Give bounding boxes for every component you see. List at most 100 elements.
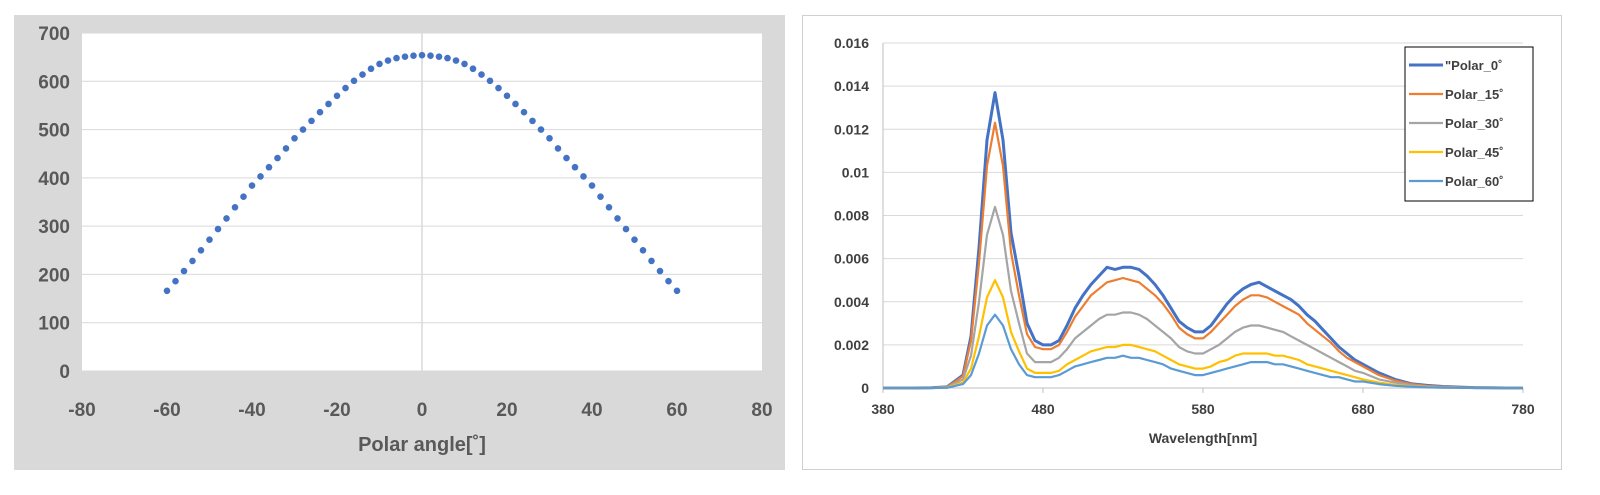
polar-angle-chart: 0 100 200 300 400 500 600 700 -80 -60 -40 -20 0 20 40 6… [14,15,785,470]
x-tick-label: 80 [751,400,772,421]
data-point [231,204,239,211]
data-point [631,236,638,243]
x-tick-label: 20 [496,400,517,421]
data-point [418,51,426,59]
data-point [274,154,281,162]
x-tick-label: -60 [153,400,180,421]
data-point [172,277,179,285]
data-point [282,145,290,152]
data-point [444,54,451,62]
series-line-0 [883,91,1523,390]
y-tick-label: 0.006 [834,251,869,267]
data-point [554,145,562,152]
x-tick-label: 480 [1031,401,1055,417]
data-point [163,287,171,295]
legend-label: Polar_30˚ [1445,116,1504,131]
data-point [648,257,655,265]
y-tick-label: 0.016 [834,35,869,51]
series-line-4 [883,313,1523,390]
data-point [665,277,672,285]
x-tick-label: -40 [238,400,265,421]
data-point [537,126,545,133]
data-point [342,84,349,92]
legend-label: Polar_15˚ [1445,87,1504,102]
data-point [240,193,247,200]
data-point [257,173,264,180]
x-tick-label: 60 [666,400,687,421]
data-point [376,60,383,68]
y-tick-label: 300 [38,217,70,238]
legend-label: Polar_60˚ [1445,174,1504,189]
x-tick-label: 580 [1191,401,1215,417]
y-tick-label: 0 [59,362,70,383]
series-line-1 [883,121,1523,390]
data-point [265,163,273,171]
y-tick-label: 200 [38,265,70,286]
data-point [469,65,477,73]
y-tick-label: 0.01 [842,164,869,180]
legend-label: "Polar_0˚ [1445,58,1502,73]
x-tick-label: -80 [68,400,95,421]
data-point [316,108,324,116]
data-point [605,204,613,211]
data-point [180,267,188,275]
y-tick-label: 0 [861,380,869,396]
data-point [214,225,222,233]
legend-label: Polar_45˚ [1445,145,1504,160]
y-tick-label: 0.008 [834,208,869,224]
data-point [359,71,366,78]
data-point [639,246,647,254]
series-line-3 [883,279,1523,390]
data-point [588,182,596,189]
data-point [333,92,341,100]
data-point [384,57,392,64]
data-point [325,100,332,108]
data-point [367,65,375,73]
y-tick-label: 0.004 [834,294,869,310]
data-point [248,182,256,189]
data-point [410,52,417,59]
data-point [529,117,536,125]
data-point [223,215,230,222]
data-point [299,126,307,133]
data-point [452,57,460,64]
x-tick-label: 380 [871,401,895,417]
y-tick-label: 400 [38,169,70,190]
polar-angle-chart-svg: 0 100 200 300 400 500 600 700 -80 -60 -40 -20 0 20 40 6… [38,24,772,456]
x-tick-label: -20 [323,400,350,421]
data-point [478,71,485,78]
data-point [461,60,468,68]
y-tick-label: 700 [38,24,70,45]
series-line-2 [883,205,1523,390]
data-point [393,54,400,62]
data-point [291,134,298,142]
data-point [350,77,358,85]
data-point [673,287,681,295]
x-tick-label: 780 [1511,401,1535,417]
data-point [427,52,434,59]
x-tick-label: 0 [417,400,428,421]
data-point [614,215,621,222]
y-tick-label: 0.002 [834,337,869,353]
y-tick-label: 600 [38,72,70,93]
x-axis-title: Wavelength[nm] [1149,430,1257,446]
x-tick-label: 40 [581,400,602,421]
data-point [435,53,443,60]
y-tick-label: 500 [38,121,70,142]
spectrum-chart: 0 0.002 0.004 0.006 0.008 0.01 0.012 0.014 0.016… [802,15,1562,470]
data-point [520,108,528,116]
data-point [512,100,519,108]
y-tick-label: 0.012 [834,121,869,137]
data-point [546,134,553,142]
spectrum-chart-svg: 0 0.002 0.004 0.006 0.008 0.01 0.012 0.014 0.016… [834,35,1535,446]
data-point [571,163,579,171]
data-point [486,77,494,85]
data-point [580,173,587,180]
data-point [189,257,196,265]
data-point [308,117,315,125]
data-point [503,92,511,100]
data-point [197,246,205,254]
y-tick-label: 0.014 [834,78,869,94]
data-point [401,53,409,60]
data-point [597,193,604,200]
